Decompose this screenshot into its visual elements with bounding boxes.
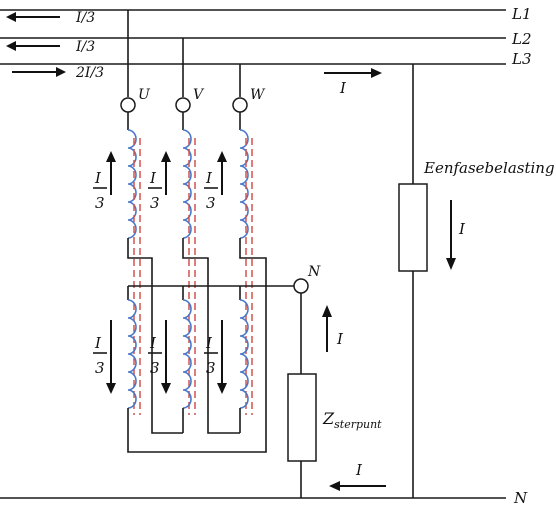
l1-current-arrow <box>6 12 60 22</box>
primary-v-return <box>182 238 209 286</box>
l3-current-arrow <box>12 67 66 77</box>
terminal-n <box>293 278 309 294</box>
secondary-winding-w <box>239 286 249 433</box>
l3-load-current-arrow <box>324 68 382 78</box>
fraction-denominator: 3 <box>206 194 216 212</box>
secondary-current-arrow-v <box>161 320 171 394</box>
fraction-denominator: 3 <box>206 359 216 377</box>
fraction-denominator: 3 <box>150 359 160 377</box>
secondary-winding-u <box>127 286 137 433</box>
primary-w-return <box>239 238 267 286</box>
fraction-numerator: I <box>149 169 157 187</box>
star-current-label: I <box>336 330 344 348</box>
load-current-arrow <box>446 200 456 270</box>
l1-current-label: I/3 <box>75 10 95 26</box>
terminal-u-label: U <box>138 87 151 103</box>
load-current-label: I <box>458 220 466 238</box>
star-current-arrow <box>322 305 332 352</box>
fraction-denominator: 3 <box>95 194 105 212</box>
secondary-current-arrow-u <box>106 320 116 394</box>
fraction-numerator: I <box>205 334 213 352</box>
primary-current-arrow-v <box>161 151 171 195</box>
primary-winding-v <box>182 112 192 239</box>
primary-winding-w <box>239 112 249 239</box>
core-v <box>188 138 196 415</box>
fraction-denominator: 3 <box>150 194 160 212</box>
label-l2: L2 <box>511 30 532 48</box>
primary-u-return <box>127 238 153 286</box>
secondary-current-arrow-w <box>217 320 227 394</box>
terminal-v <box>175 97 191 113</box>
fraction-numerator: I <box>94 334 102 352</box>
neutral-current-arrow <box>329 481 386 491</box>
terminal-w <box>232 97 248 113</box>
fraction-numerator: I <box>149 334 157 352</box>
cross-connection-u <box>127 286 267 453</box>
secondary-fraction-v: I 3 <box>148 334 162 377</box>
label-n-line: N <box>513 489 528 507</box>
single-phase-load-label: Eenfasebelasting <box>423 159 555 177</box>
secondary-fraction-u: I 3 <box>93 334 107 377</box>
l3-load-current-label: I <box>339 79 347 97</box>
l2-current-arrow <box>6 41 60 51</box>
cross-connection-v <box>151 286 183 434</box>
primary-fraction-u: I 3 <box>93 169 107 212</box>
primary-fraction-w: I 3 <box>204 169 218 212</box>
secondary-winding-v <box>182 286 192 433</box>
primary-fraction-v: I 3 <box>148 169 162 212</box>
fraction-numerator: I <box>94 169 102 187</box>
secondary-fraction-w: I 3 <box>204 334 218 377</box>
fraction-denominator: 3 <box>95 359 105 377</box>
cross-connection-w <box>207 286 240 434</box>
primary-current-arrow-w <box>217 151 227 195</box>
terminal-u <box>120 97 136 113</box>
terminal-n-label: N <box>307 264 321 280</box>
primary-current-arrow-u <box>106 151 116 195</box>
single-phase-load-box <box>398 183 428 272</box>
fraction-numerator: I <box>205 169 213 187</box>
terminal-v-label: V <box>193 87 205 103</box>
l2-current-label: I/3 <box>75 39 95 55</box>
terminal-w-label: W <box>250 87 266 103</box>
core-w <box>245 138 253 415</box>
core-u <box>133 138 141 415</box>
neutral-current-label: I <box>355 461 363 479</box>
label-l3: L3 <box>511 50 532 68</box>
star-impedance-box <box>287 373 317 462</box>
primary-winding-u <box>127 112 137 239</box>
star-impedance-symbol: Zsterpunt <box>322 409 382 431</box>
star-impedance-subscript: sterpunt <box>334 418 382 431</box>
label-l1: L1 <box>511 5 532 23</box>
l3-current-label: 2I/3 <box>75 65 104 81</box>
